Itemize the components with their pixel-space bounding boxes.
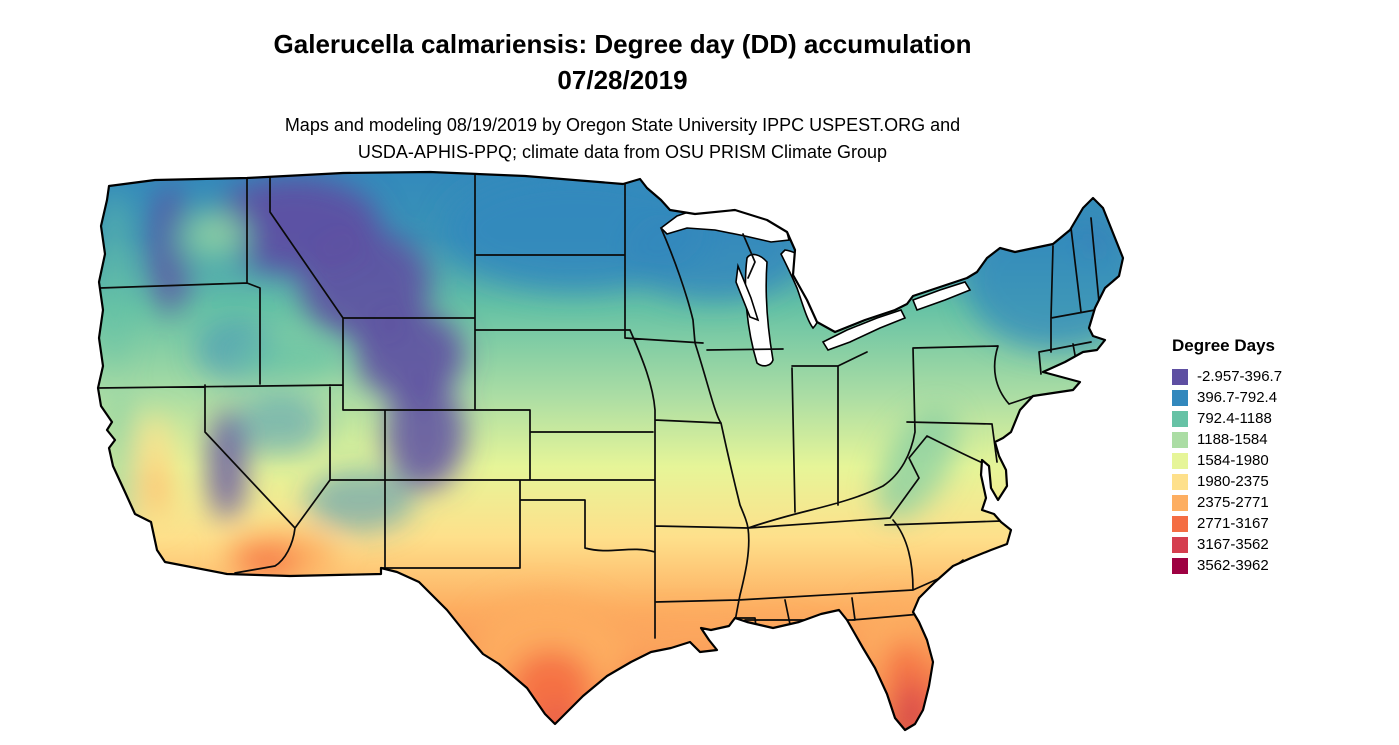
lake-ontario <box>911 281 972 312</box>
great-lakes <box>659 207 972 367</box>
map-fill-layer <box>98 172 1123 730</box>
degree-days-legend: Degree Days -2.957-396.7 396.7-792.4 792… <box>1172 336 1382 576</box>
legend-label: -2.957-396.7 <box>1197 368 1283 385</box>
us-degree-day-map <box>95 170 1135 740</box>
legend-item: -2.957-396.7 <box>1172 366 1382 387</box>
legend-item: 1980-2375 <box>1172 471 1382 492</box>
legend-label: 396.7-792.4 <box>1197 389 1278 406</box>
green-bay <box>735 262 760 322</box>
legend-item: 396.7-792.4 <box>1172 387 1382 408</box>
map-title: Galerucella calmariensis: Degree day (DD… <box>0 26 1245 98</box>
legend-swatch <box>1172 515 1188 532</box>
legend-item: 3167-3562 <box>1172 534 1382 555</box>
legend-label: 1584-1980 <box>1197 452 1269 469</box>
map-title-date: 07/28/2019 <box>557 65 688 95</box>
legend-swatch <box>1172 473 1188 490</box>
legend-swatch <box>1172 536 1188 553</box>
legend-swatch <box>1172 368 1188 385</box>
legend-item: 2375-2771 <box>1172 492 1382 513</box>
legend-swatch <box>1172 410 1188 427</box>
legend-item: 3562-3962 <box>1172 555 1382 576</box>
legend-swatch <box>1172 431 1188 448</box>
lake-erie <box>821 309 907 351</box>
legend-title: Degree Days <box>1172 336 1276 355</box>
map-title-line1: Galerucella calmariensis: Degree day (DD… <box>273 29 972 59</box>
legend-item: 1584-1980 <box>1172 450 1382 471</box>
map-subtitle-line2: USDA-APHIS-PPQ; climate data from OSU PR… <box>357 142 888 162</box>
lake-michigan <box>744 253 774 367</box>
legend-swatch <box>1172 494 1188 511</box>
map-subtitle-line1: Maps and modeling 08/19/2019 by Oregon S… <box>284 115 961 135</box>
map-subtitle: Maps and modeling 08/19/2019 by Oregon S… <box>0 112 1245 166</box>
legend-label: 3167-3562 <box>1197 536 1269 553</box>
legend-label: 792.4-1188 <box>1197 410 1272 427</box>
legend-swatch <box>1172 452 1188 469</box>
legend-label: 3562-3962 <box>1197 557 1269 574</box>
legend-item: 792.4-1188 <box>1172 408 1382 429</box>
us-outline <box>96 170 1125 732</box>
legend-item: 1188-1584 <box>1172 429 1382 450</box>
legend-label: 2375-2771 <box>1197 494 1269 511</box>
legend-item: 2771-3167 <box>1172 513 1382 534</box>
degree-day-map-svg <box>96 170 1125 732</box>
legend-label: 1188-1584 <box>1197 431 1268 448</box>
legend-label: 2771-3167 <box>1197 515 1269 532</box>
legend-swatch <box>1172 557 1188 574</box>
legend-label: 1980-2375 <box>1197 473 1269 490</box>
legend-swatch <box>1172 389 1188 406</box>
